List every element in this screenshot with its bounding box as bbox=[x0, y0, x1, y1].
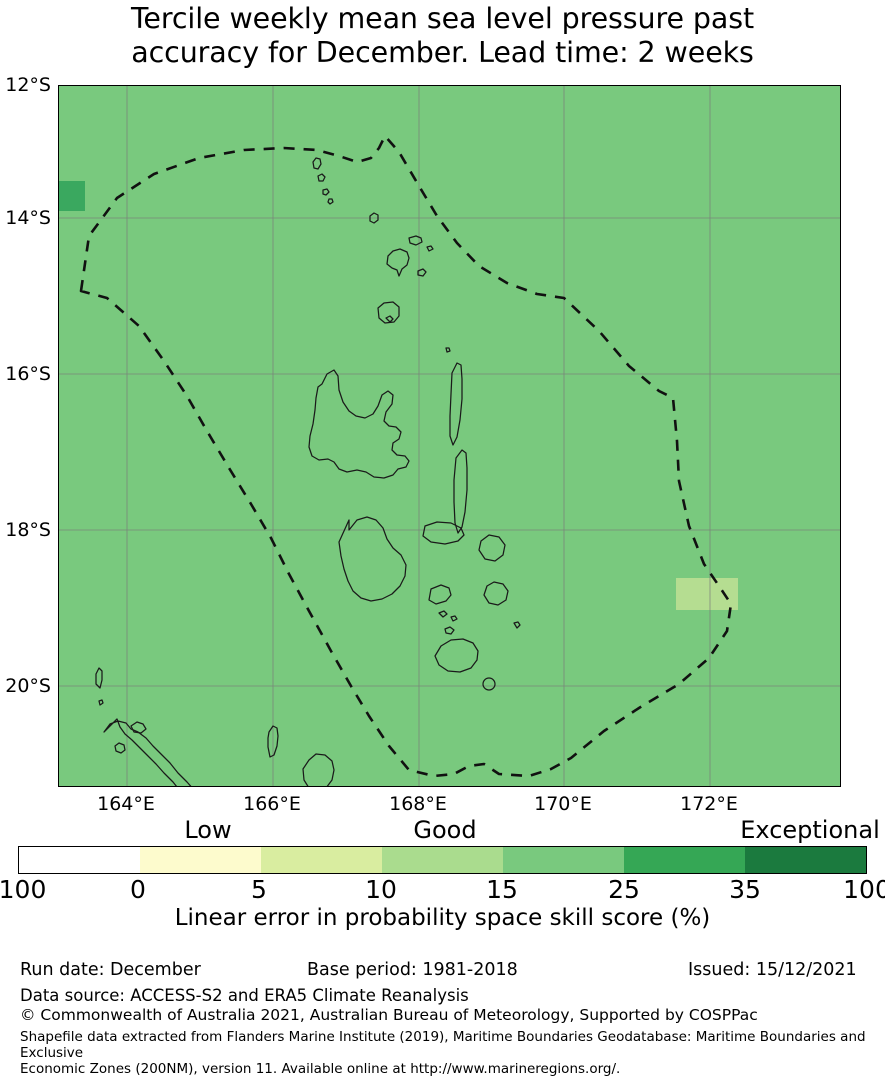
colorbar-tick-35: 35 bbox=[729, 875, 761, 904]
colorbar-segment-1 bbox=[140, 847, 261, 873]
footer-row-primary: Run date: December Base period: 1981-201… bbox=[0, 960, 885, 984]
footer-issued: Issued: 15/12/2021 bbox=[688, 960, 857, 980]
map-axes bbox=[58, 85, 841, 787]
map-container: 12°S 14°S 16°S 18°S 20°S 164°E 166°E 168… bbox=[5, 76, 841, 814]
colorbar-tick-10: 10 bbox=[365, 875, 397, 904]
footer-shapefile-line-2: Economic Zones (200NM), version 11. Avai… bbox=[20, 1061, 621, 1077]
lat-tick-12s: 12°S bbox=[5, 74, 51, 96]
footer-base-period: Base period: 1981-2018 bbox=[307, 960, 518, 980]
colorbar-tick-0: 0 bbox=[130, 875, 146, 904]
colorbar-tick-25: 25 bbox=[608, 875, 640, 904]
lat-tick-14s: 14°S bbox=[5, 207, 51, 229]
colorbar-segment-0 bbox=[19, 847, 140, 873]
colorbar-category-low: Low bbox=[184, 816, 232, 844]
page-title: Tercile weekly mean sea level pressure p… bbox=[0, 2, 885, 70]
colorbar-category-good: Good bbox=[413, 816, 477, 844]
colorbar-tick--100: -100 bbox=[0, 875, 47, 904]
data-cell-dark-green bbox=[59, 181, 85, 211]
colorbar-segment-6 bbox=[745, 847, 866, 873]
colorbar-tick-15: 15 bbox=[486, 875, 518, 904]
colorbar-category-exceptional: Exceptional bbox=[740, 816, 880, 844]
lon-tick-170e: 170°E bbox=[534, 793, 592, 815]
lon-tick-166e: 166°E bbox=[243, 793, 301, 815]
map-graphic bbox=[59, 86, 840, 786]
colorbar-segment-5 bbox=[624, 847, 745, 873]
lon-tick-164e: 164°E bbox=[97, 793, 155, 815]
footer-shapefile-note: Shapefile data extracted from Flanders M… bbox=[20, 1029, 870, 1077]
footer-copyright: © Commonwealth of Australia 2021, Austra… bbox=[20, 1006, 758, 1024]
colorbar-tick-100: 100 bbox=[843, 875, 885, 904]
footer-run-date: Run date: December bbox=[20, 960, 201, 980]
colorbar-segment-3 bbox=[382, 847, 503, 873]
data-cell-light-green bbox=[676, 578, 738, 610]
lat-tick-18s: 18°S bbox=[5, 519, 51, 541]
colorbar-axis-label: Linear error in probability space skill … bbox=[174, 905, 711, 931]
title-line-1: Tercile weekly mean sea level pressure p… bbox=[130, 2, 755, 35]
title-line-2: accuracy for December. Lead time: 2 week… bbox=[131, 36, 754, 69]
lat-tick-16s: 16°S bbox=[5, 363, 51, 385]
colorbar-tick-5: 5 bbox=[251, 875, 267, 904]
footer-shapefile-line-1: Shapefile data extracted from Flanders M… bbox=[20, 1029, 866, 1061]
lon-tick-168e: 168°E bbox=[389, 793, 447, 815]
lon-tick-172e: 172°E bbox=[680, 793, 738, 815]
coastlines bbox=[95, 157, 521, 786]
footer: Run date: December Base period: 1981-201… bbox=[0, 960, 885, 984]
colorbar-segment-2 bbox=[261, 847, 382, 873]
eez-boundary bbox=[79, 134, 733, 778]
map-gridlines bbox=[59, 86, 840, 786]
footer-data-source: Data source: ACCESS-S2 and ERA5 Climate … bbox=[20, 986, 469, 1005]
lat-tick-20s: 20°S bbox=[5, 675, 51, 697]
colorbar-segment-4 bbox=[503, 847, 624, 873]
colorbar bbox=[18, 846, 867, 874]
